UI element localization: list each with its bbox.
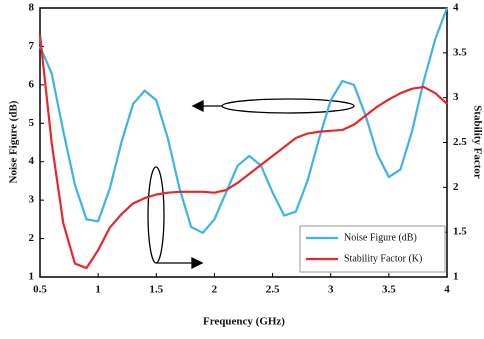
y2-axis-label: Stability Factor (471, 105, 483, 179)
x-tick-label: 1.5 (149, 284, 163, 296)
y2-tick-label: 4 (453, 2, 459, 14)
y-tick-label: 3 (29, 194, 35, 206)
x-tick-label: 3 (328, 284, 334, 296)
y-tick-label: 4 (29, 155, 35, 167)
y-tick-label: 5 (29, 117, 35, 129)
x-tick-label: 4 (444, 284, 450, 296)
y2-tick-label: 3.5 (453, 46, 467, 58)
series-line (38, 7, 449, 234)
y-tick-label: 6 (29, 78, 35, 90)
y2-tick-label: 2.5 (453, 136, 467, 148)
y-axis-label: Noise Figure (dB) (8, 100, 20, 183)
y-tick-label: 7 (29, 40, 35, 52)
x-tick-label: 2 (212, 284, 218, 296)
y2-tick-label: 2 (453, 181, 459, 193)
x-tick-label: 1 (95, 284, 101, 296)
x-axis-label: Frequency (GHz) (203, 316, 285, 328)
y-tick-label: 2 (29, 232, 35, 244)
legend-box (299, 225, 446, 273)
y-tick-label: 8 (29, 2, 35, 14)
series-line (38, 34, 448, 270)
y2-tick-label: 1 (453, 271, 459, 283)
x-tick-label: 3.5 (382, 284, 396, 296)
x-tick-label: 2.5 (266, 284, 280, 296)
annotations (147, 98, 355, 270)
x-tick-label: 0.5 (33, 284, 47, 296)
y-tick-label: 1 (29, 271, 35, 283)
legend-label: Stability Factor (K) (344, 253, 422, 264)
y2-tick-label: 3 (453, 91, 459, 103)
y2-tick-label: 1.5 (453, 226, 467, 238)
legend-label: Noise Figure (dB) (344, 232, 417, 243)
